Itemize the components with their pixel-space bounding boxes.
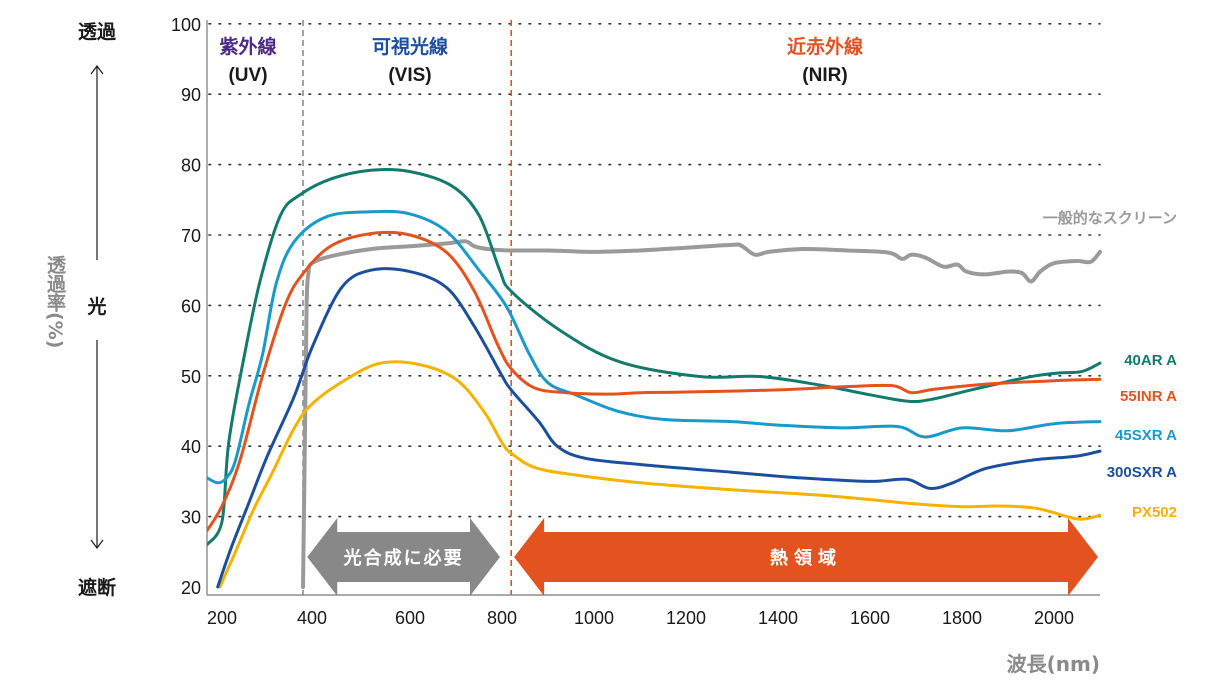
x-tick-label: 1800 (942, 608, 982, 628)
x-tick-label: 1600 (850, 608, 890, 628)
y-tick-label: 30 (181, 508, 201, 528)
heat-band-label: 熱領域 (770, 547, 842, 569)
y-tick-label: 80 (181, 156, 201, 176)
y-tick-labels: 20 30 40 50 60 70 80 90 100 (171, 15, 201, 598)
side-annotation: 透過 光 遮断 (78, 21, 117, 599)
region-sublabel: (UV) (228, 65, 267, 86)
series-line-一般的なスクリーン (301, 239, 1102, 589)
series-label: 40AR A (1124, 352, 1177, 369)
x-tick-label: 200 (207, 608, 237, 628)
side-label-transmit: 透過 (78, 21, 117, 43)
series-line-45SXR-A (207, 209, 1102, 485)
region-sublabel: (NIR) (802, 65, 847, 86)
x-tick-label: 2000 (1034, 608, 1074, 628)
region-label: 可視光線 (372, 35, 448, 58)
photosynthesis-band-label: 光合成に必要 (343, 547, 464, 569)
region-labels: 紫外線 (UV) 可視光線 (VIS) 近赤外線 (NIR) (219, 35, 863, 86)
y-axis-label: 透過率(%) (44, 255, 66, 349)
y-tick-label: 50 (181, 367, 201, 387)
y-tick-label: 70 (181, 226, 201, 246)
side-label-light: 光 (86, 295, 106, 318)
photosynthesis-band-arrow (307, 518, 500, 596)
axes (206, 20, 1100, 596)
region-boundaries (302, 20, 513, 595)
y-tick-label: 40 (181, 437, 201, 457)
x-tick-label: 800 (487, 608, 517, 628)
series-label: 一般的なスクリーン (1043, 209, 1177, 227)
series-lines (207, 168, 1102, 589)
series-line-PX502 (218, 360, 1102, 589)
series-line-300SXR-A (216, 267, 1102, 589)
x-tick-label: 1000 (574, 608, 614, 628)
region-bands: 光合成に必要 熱領域 (307, 518, 1098, 596)
x-tick-label: 600 (395, 608, 425, 628)
side-label-block: 遮断 (78, 576, 116, 599)
y-tick-label: 60 (181, 296, 201, 316)
y-tick-label: 100 (171, 15, 201, 35)
series-labels: 40AR A 55INR A 45SXR A 300SXR A PX502 一般的なスクリ… (1043, 209, 1177, 521)
series-label: 55INR A (1120, 388, 1177, 405)
series-label: 300SXR A (1107, 464, 1177, 481)
series-line-55INR-A (207, 230, 1102, 533)
y-tick-label: 20 (181, 578, 201, 598)
down-arrow-icon (90, 539, 104, 549)
x-tick-label: 1400 (758, 608, 798, 628)
region-sublabel: (VIS) (388, 65, 431, 86)
region-label: 近赤外線 (787, 35, 863, 58)
up-arrow-icon (90, 65, 104, 75)
y-tick-label: 90 (181, 85, 201, 105)
heat-band-arrow (514, 518, 1098, 596)
x-axis-label: 波長(nm) (1007, 652, 1100, 676)
x-tick-label: 400 (297, 608, 327, 628)
x-tick-label: 1200 (666, 608, 706, 628)
region-label: 紫外線 (219, 35, 276, 58)
x-tick-labels: 200 400 600 800 1000 1200 1400 1600 1800 2000 (207, 608, 1074, 628)
series-label: PX502 (1132, 504, 1177, 521)
series-label: 45SXR A (1115, 427, 1177, 444)
series-line-40AR-A (207, 168, 1102, 547)
